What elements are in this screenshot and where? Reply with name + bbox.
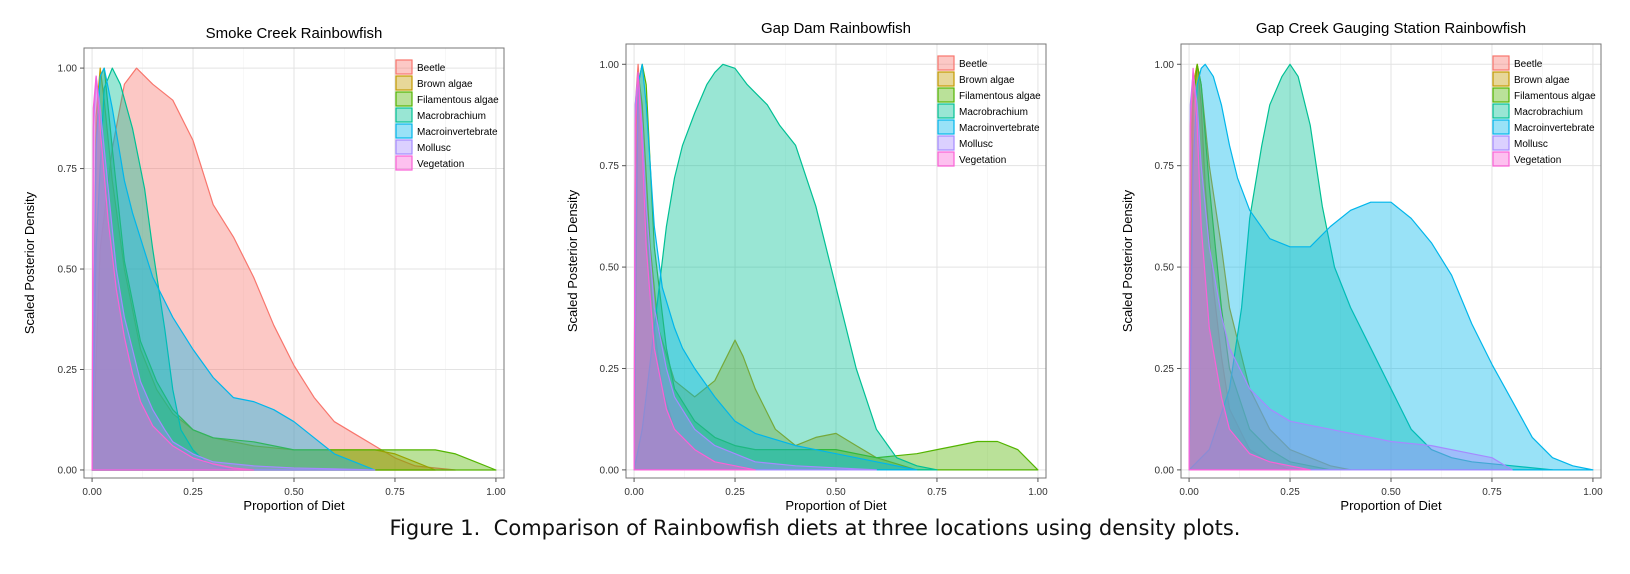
legend-swatch-vegetation bbox=[937, 151, 955, 167]
y-tick-label: 1.00 bbox=[600, 60, 620, 71]
x-axis-label: Proportion of Diet bbox=[785, 498, 887, 513]
y-tick-label: 0.75 bbox=[58, 164, 78, 175]
legend-label-brown-algae: Brown algae bbox=[1514, 75, 1570, 86]
legend-label-macrobrachium: Macrobrachium bbox=[959, 107, 1028, 118]
figure-caption: Figure 1. Comparison of Rainbowfish diet… bbox=[389, 516, 1241, 540]
x-tick-label: 0.25 bbox=[1280, 487, 1300, 498]
chart-title: Gap Dam Rainbowfish bbox=[761, 20, 911, 37]
legend-swatch-beetle bbox=[395, 59, 413, 75]
x-tick-label: 0.00 bbox=[82, 487, 102, 498]
legend-swatch-macrobrachium bbox=[937, 103, 955, 119]
density-area-macrobrachium bbox=[633, 63, 938, 471]
legend-swatch-macroinvertebrate bbox=[1492, 119, 1510, 135]
x-tick-label: 0.00 bbox=[1179, 487, 1199, 498]
legend-label-macroinvertebrate: Macroinvertebrate bbox=[1514, 123, 1595, 134]
legend-label-beetle: Beetle bbox=[959, 59, 988, 70]
legend-label-macrobrachium: Macrobrachium bbox=[1514, 107, 1583, 118]
y-tick-label: 0.25 bbox=[600, 364, 620, 375]
legend-swatch-macrobrachium bbox=[395, 107, 413, 123]
y-tick-label: 0.25 bbox=[1155, 364, 1175, 375]
chart-legend: Beetle Brown algae Filamentous algae Macrob… bbox=[937, 55, 1041, 167]
legend-swatch-filamentous-algae bbox=[937, 87, 955, 103]
y-axis-label: Scaled Posterior Density bbox=[1120, 189, 1135, 332]
legend-swatch-beetle bbox=[1492, 55, 1510, 71]
x-tick-label: 0.75 bbox=[927, 487, 947, 498]
y-tick-label: 0.75 bbox=[600, 161, 620, 172]
legend-label-brown-algae: Brown algae bbox=[417, 79, 473, 90]
x-tick-label: 0.25 bbox=[725, 487, 745, 498]
y-tick-label: 1.00 bbox=[58, 64, 78, 75]
legend-label-vegetation: Vegetation bbox=[959, 155, 1006, 166]
chart-title: Smoke Creek Rainbowfish bbox=[206, 25, 383, 42]
y-tick-label: 0.00 bbox=[58, 465, 78, 476]
legend-swatch-brown-algae bbox=[937, 71, 955, 87]
density-area-vegetation bbox=[91, 75, 255, 471]
legend-swatch-mollusc bbox=[395, 139, 413, 155]
legend-label-filamentous-algae: Filamentous algae bbox=[417, 95, 499, 106]
x-tick-label: 0.75 bbox=[1482, 487, 1502, 498]
legend-swatch-mollusc bbox=[937, 135, 955, 151]
legend-swatch-macroinvertebrate bbox=[395, 123, 413, 139]
legend-swatch-mollusc bbox=[1492, 135, 1510, 151]
density-area-macroinvertebrate bbox=[1188, 63, 1594, 471]
legend-swatch-macrobrachium bbox=[1492, 103, 1510, 119]
y-tick-label: 0.25 bbox=[58, 365, 78, 376]
x-tick-label: 1.00 bbox=[1028, 487, 1048, 498]
x-tick-label: 0.50 bbox=[826, 487, 846, 498]
density-area-vegetation bbox=[633, 71, 756, 471]
chart-panel-2: Gap Dam Rainbowfish 0.00 0.25 0.50 0.75 1.00 0… bbox=[565, 20, 1048, 513]
chart-legend: Beetle Brown algae Filamentous algae Macrob… bbox=[1492, 55, 1596, 167]
x-axis-label: Proportion of Diet bbox=[243, 498, 345, 513]
x-tick-label: 1.00 bbox=[1583, 487, 1603, 498]
y-tick-label: 0.00 bbox=[600, 465, 620, 476]
legend-swatch-filamentous-algae bbox=[395, 91, 413, 107]
density-area-macrobrachium bbox=[1188, 63, 1554, 471]
x-axis-label: Proportion of Diet bbox=[1340, 498, 1442, 513]
x-tick-label: 0.25 bbox=[183, 487, 203, 498]
legend-swatch-brown-algae bbox=[395, 75, 413, 91]
chart-panel-3: Gap Creek Gauging Station Rainbowfish 0.0… bbox=[1120, 20, 1603, 513]
y-axis-label: Scaled Posterior Density bbox=[565, 189, 580, 332]
x-tick-label: 0.50 bbox=[1381, 487, 1401, 498]
legend-label-mollusc: Mollusc bbox=[959, 139, 993, 150]
legend-swatch-macroinvertebrate bbox=[937, 119, 955, 135]
legend-label-beetle: Beetle bbox=[417, 63, 446, 74]
legend-label-brown-algae: Brown algae bbox=[959, 75, 1015, 86]
chart-panel-1: Smoke Creek Rainbowfish 0.00 0.25 0.50 0.75 1… bbox=[22, 25, 506, 513]
x-tick-label: 0.75 bbox=[385, 487, 405, 498]
legend-swatch-beetle bbox=[937, 55, 955, 71]
y-tick-label: 0.00 bbox=[1155, 465, 1175, 476]
y-tick-label: 0.50 bbox=[58, 265, 78, 276]
density-area-macroinvertebrate bbox=[91, 67, 376, 471]
legend-swatch-filamentous-algae bbox=[1492, 87, 1510, 103]
legend-label-filamentous-algae: Filamentous algae bbox=[959, 91, 1041, 102]
legend-label-beetle: Beetle bbox=[1514, 59, 1543, 70]
legend-label-macroinvertebrate: Macroinvertebrate bbox=[959, 123, 1040, 134]
legend-swatch-brown-algae bbox=[1492, 71, 1510, 87]
legend-swatch-vegetation bbox=[1492, 151, 1510, 167]
y-tick-label: 1.00 bbox=[1155, 60, 1175, 71]
legend-label-vegetation: Vegetation bbox=[1514, 155, 1561, 166]
legend-label-filamentous-algae: Filamentous algae bbox=[1514, 91, 1596, 102]
x-tick-label: 1.00 bbox=[486, 487, 506, 498]
chart-legend: Beetle Brown algae Filamentous algae Macrob… bbox=[395, 59, 499, 171]
y-tick-label: 0.75 bbox=[1155, 161, 1175, 172]
density-area-vegetation bbox=[1188, 67, 1311, 471]
legend-label-mollusc: Mollusc bbox=[1514, 139, 1548, 150]
legend-label-macrobrachium: Macrobrachium bbox=[417, 111, 486, 122]
chart-title: Gap Creek Gauging Station Rainbowfish bbox=[1256, 20, 1526, 37]
x-tick-label: 0.00 bbox=[624, 487, 644, 498]
y-axis-label: Scaled Posterior Density bbox=[22, 191, 37, 334]
legend-label-vegetation: Vegetation bbox=[417, 159, 464, 170]
x-tick-label: 0.50 bbox=[284, 487, 304, 498]
legend-label-mollusc: Mollusc bbox=[417, 143, 451, 154]
legend-swatch-vegetation bbox=[395, 155, 413, 171]
legend-label-macroinvertebrate: Macroinvertebrate bbox=[417, 127, 498, 138]
y-tick-label: 0.50 bbox=[1155, 263, 1175, 274]
y-tick-label: 0.50 bbox=[600, 263, 620, 274]
density-area-brown-algae bbox=[633, 71, 918, 471]
density-area-beetle bbox=[91, 67, 457, 471]
